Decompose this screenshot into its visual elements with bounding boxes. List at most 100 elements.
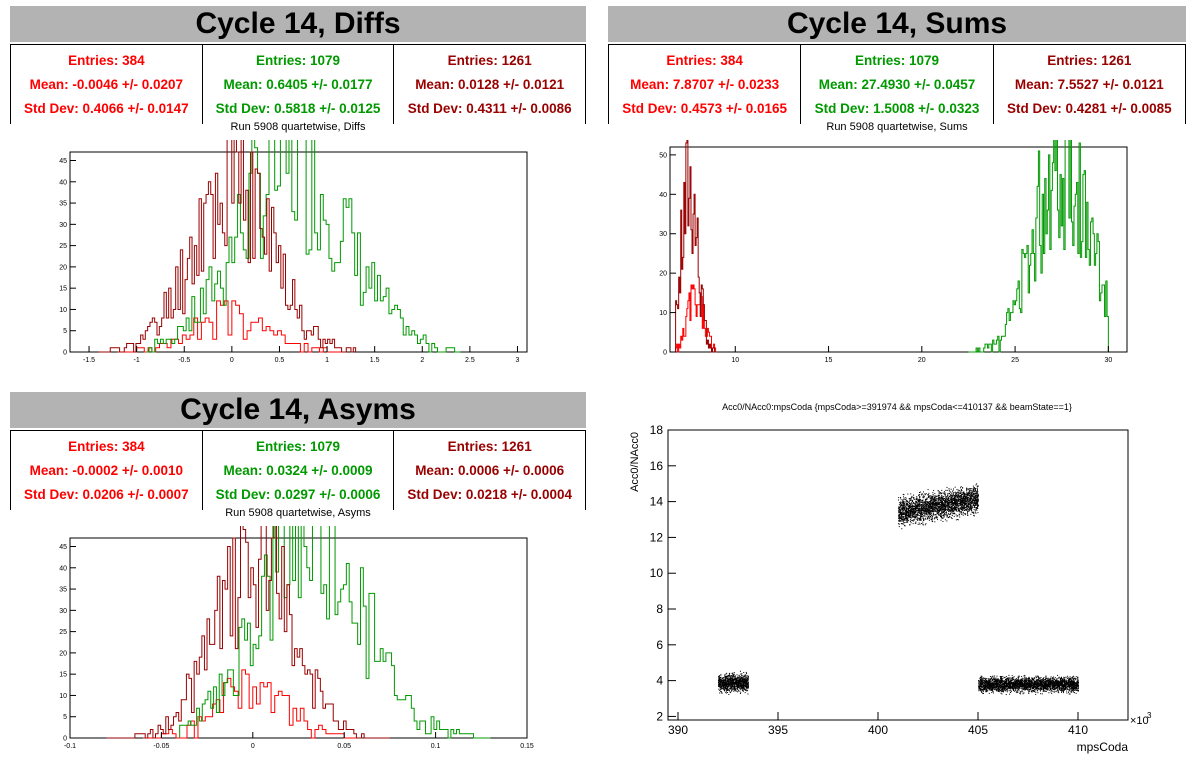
asyms-subtitle: Run 5908 quartetwise, Asyms <box>225 507 371 519</box>
stat-mean: Mean: -0.0046 +/- 0.0207 <box>29 76 184 92</box>
x-tick-label: -0.1 <box>64 743 76 750</box>
asyms-histogram: -0.1 -0.05 0 0.05 0.1 0.15 0 5 10 15 20 25 30 35 40 45 <box>59 526 534 750</box>
y-tick-label: 14 <box>650 495 664 509</box>
y-tick-label: 15 <box>59 286 67 293</box>
x-tick-label: 0 <box>251 743 255 750</box>
stat-entries: Entries: 1079 <box>854 53 940 69</box>
diffs-stat-green: Entries: 1079 Mean: 0.6405 +/- 0.0177 Std … <box>201 44 394 124</box>
stat-std: Std Dev: 0.4281 +/- 0.0085 <box>1006 100 1172 116</box>
plot-frame <box>667 429 1129 721</box>
y-tick-label: 40 <box>59 565 67 572</box>
stat-std: Std Dev: 1.5008 +/- 0.0323 <box>814 100 980 116</box>
histogram-series-1 <box>179 526 491 739</box>
y-tick-label: 15 <box>59 672 67 679</box>
x-scale-exponent: 3 <box>1147 711 1152 720</box>
x-tick-label: 3 <box>516 357 520 364</box>
stat-mean: Mean: 0.6405 +/- 0.0177 <box>223 76 373 92</box>
sums-stat-darkred: Entries: 1261 Mean: 7.5527 +/- 0.0121 Std … <box>992 44 1186 124</box>
histogram-series-1 <box>146 140 461 353</box>
y-tick-label: 30 <box>59 222 67 229</box>
plot-frame <box>69 151 528 353</box>
stat-mean: Mean: 0.0324 +/- 0.0009 <box>223 462 373 478</box>
stat-std: Std Dev: 0.0218 +/- 0.0004 <box>407 486 573 502</box>
y-tick-label: 10 <box>650 566 664 580</box>
sums-panel: Cycle 14, Sums Entries: 384 Mean: 7.8707 … <box>608 6 1186 376</box>
x-tick-label: 2.5 <box>465 357 475 364</box>
sums-subtitle: Run 5908 quartetwise, Sums <box>826 121 968 133</box>
y-tick-label: 0 <box>663 350 667 357</box>
y-tick-label: 18 <box>650 423 664 437</box>
x-axis-label: mpsCoda <box>1077 740 1129 754</box>
y-tick-label: 0 <box>63 350 67 357</box>
sums-stat-green: Entries: 1079 Mean: 27.4930 +/- 0.0457 Std… <box>800 44 993 124</box>
stat-mean: Mean: 27.4930 +/- 0.0457 <box>818 76 976 92</box>
x-tick-label: -1 <box>134 357 140 364</box>
asyms-stat-darkred: Entries: 1261 Mean: 0.0006 +/- 0.0006 Std … <box>393 430 587 510</box>
stat-entries: Entries: 384 <box>68 439 145 455</box>
stat-std: Std Dev: 0.0297 +/- 0.0006 <box>215 486 381 502</box>
y-tick-label: 50 <box>659 152 667 159</box>
x-tick-label: 0.15 <box>520 743 534 750</box>
x-tick-label: 400 <box>868 723 888 737</box>
stat-mean: Mean: 7.8707 +/- 0.0233 <box>630 76 780 92</box>
histogram-series-1 <box>968 140 1109 353</box>
y-tick-label: 10 <box>59 307 67 314</box>
histogram-series-2 <box>106 526 390 739</box>
diffs-stat-darkred: Entries: 1261 Mean: 0.0128 +/- 0.0121 Std … <box>393 44 587 124</box>
x-tick-label: 15 <box>825 357 833 364</box>
y-tick-label: 40 <box>659 192 667 199</box>
x-tick-label: 0.05 <box>337 743 351 750</box>
y-tick-label: 10 <box>659 310 667 317</box>
diffs-banner: Cycle 14, Diffs <box>10 6 586 42</box>
histogram-series-0 <box>675 284 717 353</box>
y-tick-label: 6 <box>656 638 663 652</box>
y-tick-label: 4 <box>656 674 663 688</box>
stat-entries: Entries: 1079 <box>255 439 341 455</box>
y-tick-label: 5 <box>63 714 67 721</box>
scatter-title: Acc0/NAcc0:mpsCoda {mpsCoda>=391974 && m… <box>722 402 1072 412</box>
y-tick-label: 20 <box>659 271 667 278</box>
stat-entries: Entries: 1261 <box>1047 53 1132 69</box>
asyms-stat-red: Entries: 384 Mean: -0.0002 +/- 0.0010 Std … <box>10 430 202 510</box>
y-tick-label: 5 <box>63 328 67 335</box>
y-tick-label: 35 <box>59 201 67 208</box>
y-tick-label: 16 <box>650 459 664 473</box>
y-tick-label: 20 <box>59 650 67 657</box>
stat-entries: Entries: 1261 <box>447 439 532 455</box>
y-tick-label: 2 <box>656 709 663 723</box>
asyms-panel: Cycle 14, Asyms Entries: 384 Mean: -0.000… <box>10 392 587 522</box>
asyms-banner: Cycle 14, Asyms <box>10 392 586 428</box>
scatter-cluster-2 <box>978 674 1079 696</box>
asyms-stat-green: Entries: 1079 Mean: 0.0324 +/- 0.0009 Std … <box>201 430 394 510</box>
x-tick-label: 30 <box>1104 357 1112 364</box>
y-tick-label: 45 <box>59 544 67 551</box>
stat-entries: Entries: 1079 <box>255 53 341 69</box>
x-tick-label: 0 <box>230 357 234 364</box>
y-tick-label: 25 <box>59 629 67 636</box>
scatter-cluster-0 <box>718 670 749 695</box>
y-tick-label: 8 <box>656 602 663 616</box>
sums-histogram: 10 15 20 25 30 0 10 20 30 40 50 <box>659 140 1128 364</box>
x-tick-label: 20 <box>918 357 926 364</box>
stat-entries: Entries: 384 <box>666 53 743 69</box>
y-tick-label: 30 <box>59 608 67 615</box>
diffs-stats-box: Entries: 384 Mean: -0.0046 +/- 0.0207 Std … <box>10 44 587 124</box>
histogram-series-2 <box>675 140 717 353</box>
stat-entries: Entries: 1261 <box>447 53 532 69</box>
x-tick-label: 405 <box>968 723 988 737</box>
y-tick-label: 20 <box>59 264 67 271</box>
y-tick-label: 0 <box>63 736 67 743</box>
sums-stats-box: Entries: 384 Mean: 7.8707 +/- 0.0233 Std D… <box>608 44 1186 124</box>
stat-std: Std Dev: 0.4311 +/- 0.0086 <box>407 100 572 116</box>
diffs-panel: Cycle 14, Diffs Entries: 384 Mean: -0.004… <box>10 6 587 376</box>
y-tick-label: 40 <box>59 179 67 186</box>
sums-banner: Cycle 14, Sums <box>608 6 1186 42</box>
x-tick-label: -1.5 <box>83 357 95 364</box>
histogram-series-2 <box>98 140 357 353</box>
stat-entries: Entries: 384 <box>68 53 145 69</box>
asyms-stats-box: Entries: 384 Mean: -0.0002 +/- 0.0010 Std … <box>10 430 587 510</box>
x-tick-label: 2 <box>420 357 424 364</box>
diffs-stat-red: Entries: 384 Mean: -0.0046 +/- 0.0207 Std … <box>10 44 202 124</box>
scatter-plot: 390 395 400 405 410 2 4 6 8 10 12 14 16 18 mpsCoda ×103… <box>629 423 1152 754</box>
x-tick-label: 25 <box>1011 357 1019 364</box>
